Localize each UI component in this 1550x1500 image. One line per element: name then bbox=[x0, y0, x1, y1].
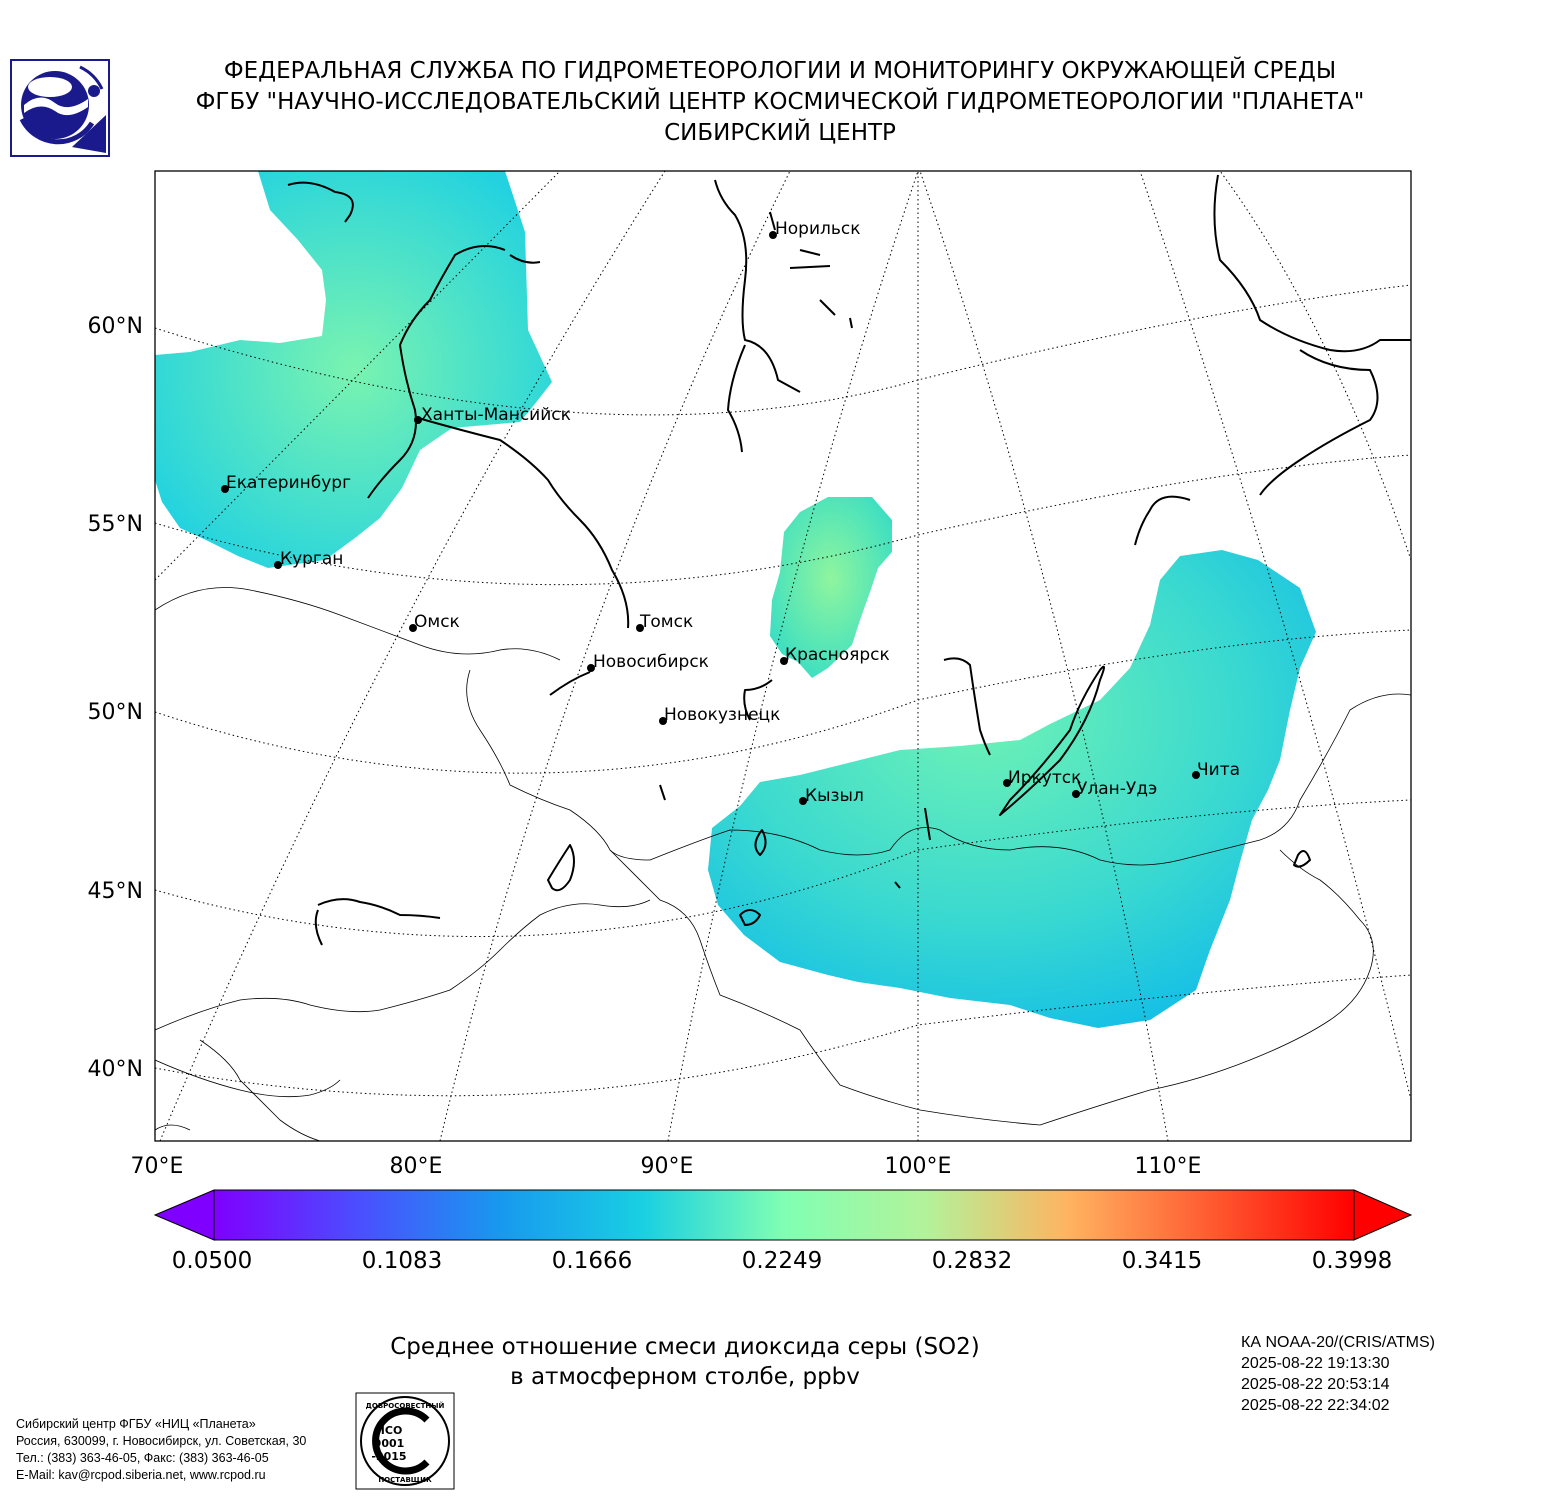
city-marker-novokuznetsk bbox=[659, 717, 667, 725]
colorbar bbox=[153, 1189, 1413, 1241]
map-frame bbox=[154, 170, 1412, 1142]
city-marker-tomsk bbox=[636, 624, 644, 632]
city-label-norilsk: Норильск bbox=[775, 219, 861, 239]
header: ФЕДЕРАЛЬНАЯ СЛУЖБА ПО ГИДРОМЕТЕОРОЛОГИИ … bbox=[130, 56, 1430, 149]
header-line-2: ФГБУ "НАУЧНО-ИССЛЕДОВАТЕЛЬСКИЙ ЦЕНТР КОС… bbox=[195, 89, 1365, 115]
city-markers bbox=[221, 231, 1200, 805]
city-label-krasnoyarsk: Красноярск bbox=[785, 645, 890, 665]
city-marker-irkutsk bbox=[1003, 779, 1011, 787]
map-caption: Среднее отношение смеси диоксида серы (S… bbox=[380, 1332, 990, 1392]
city-label-kurgan: Курган bbox=[280, 549, 343, 569]
satellite-name: КА NOAA-20/(CRIS/ATMS) bbox=[1241, 1334, 1435, 1351]
lat-label-40: 40°N bbox=[88, 1057, 143, 1082]
org-line-2: Россия, 630099, г. Новосибирск, ул. Сове… bbox=[16, 1434, 307, 1448]
graticule-parallels bbox=[155, 284, 1411, 1097]
map-area bbox=[155, 171, 1411, 1141]
planeta-logo-icon bbox=[10, 59, 110, 157]
lon-label-110: 110°E bbox=[1135, 1154, 1202, 1179]
city-marker-kyzyl bbox=[799, 797, 807, 805]
city-label-novosibirsk: Новосибирск bbox=[593, 652, 709, 672]
iso-badge-top-text: ДОБРОСОВЕСТНЫЙ bbox=[366, 1401, 445, 1410]
city-label-ekaterinburg: Екатеринбург bbox=[226, 473, 351, 493]
so2-plume-east bbox=[708, 550, 1316, 1028]
iso-badge-line-1: ИСО bbox=[376, 1424, 403, 1437]
city-marker-novosibirsk bbox=[587, 664, 595, 672]
org-contact-info: Сибирский центр ФГБУ «НИЦ «Планета» Росс… bbox=[16, 1416, 306, 1484]
city-label-omsk: Омск bbox=[414, 612, 460, 632]
lat-label-45: 45°N bbox=[88, 879, 143, 904]
header-line-3: СИБИРСКИЙ ЦЕНТР bbox=[664, 120, 896, 146]
city-marker-khanty-mansiysk bbox=[414, 416, 422, 424]
satellite-time-1: 2025-08-22 19:13:30 bbox=[1241, 1355, 1390, 1372]
city-label-kyzyl: Кызыл bbox=[805, 786, 864, 806]
iso-badge-bottom-text: ПОСТАВЩИК bbox=[378, 1476, 432, 1484]
iso-badge-line-2: 9001 bbox=[374, 1437, 405, 1450]
city-marker-krasnoyarsk bbox=[780, 657, 788, 665]
lon-label-70: 70°E bbox=[131, 1154, 184, 1179]
colorbar-min-arrow bbox=[153, 1189, 215, 1241]
lon-label-80: 80°E bbox=[390, 1154, 443, 1179]
city-marker-kurgan bbox=[274, 561, 282, 569]
rivers-and-coastlines bbox=[287, 174, 1411, 946]
city-label-tomsk: Томск bbox=[639, 612, 693, 632]
colorbar-tick-4: 0.2832 bbox=[932, 1248, 1012, 1274]
org-line-3: Тел.: (383) 363-46-05, Факс: (383) 363-4… bbox=[16, 1451, 269, 1465]
city-label-novokuznetsk: Новокузнецк bbox=[664, 705, 780, 725]
caption-line-2: в атмосферном столбе, ppbv bbox=[510, 1364, 860, 1390]
caption-line-1: Среднее отношение смеси диоксида серы (S… bbox=[390, 1334, 980, 1360]
country-borders bbox=[155, 587, 1411, 1141]
iso-badge-line-3: -2015 bbox=[371, 1450, 406, 1463]
graticule-meridians bbox=[155, 171, 1411, 1141]
header-line-1: ФЕДЕРАЛЬНАЯ СЛУЖБА ПО ГИДРОМЕТЕОРОЛОГИИ … bbox=[223, 58, 1337, 84]
so2-plume-center bbox=[770, 497, 892, 678]
org-line-4: E-Mail: kav@rcpod.siberia.net, www.rcpod… bbox=[16, 1468, 266, 1482]
colorbar-tick-6: 0.3998 bbox=[1312, 1248, 1392, 1274]
city-marker-omsk bbox=[409, 624, 417, 632]
lon-label-100: 100°E bbox=[885, 1154, 952, 1179]
colorbar-tick-1: 0.1083 bbox=[362, 1248, 442, 1274]
city-marker-ulan-ude bbox=[1072, 790, 1080, 798]
lat-label-60: 60°N bbox=[88, 314, 143, 339]
colorbar-tick-0: 0.0500 bbox=[172, 1248, 252, 1274]
satellite-info: КА NOAA-20/(CRIS/ATMS) 2025-08-22 19:13:… bbox=[1241, 1332, 1435, 1416]
so2-plume-west bbox=[155, 171, 552, 568]
satellite-time-3: 2025-08-22 22:34:02 bbox=[1241, 1397, 1390, 1414]
colorbar-tick-2: 0.1666 bbox=[552, 1248, 632, 1274]
iso-9001-badge-icon: ДОБРОСОВЕСТНЫЙ ИСО 9001 -2015 ПОСТАВЩИК bbox=[355, 1392, 455, 1490]
city-label-chita: Чита bbox=[1197, 760, 1240, 780]
lat-label-50: 50°N bbox=[88, 700, 143, 725]
satellite-time-2: 2025-08-22 20:53:14 bbox=[1241, 1376, 1390, 1393]
city-label-irkutsk: Иркутск bbox=[1008, 768, 1081, 788]
city-marker-norilsk bbox=[769, 231, 777, 239]
colorbar-bar bbox=[213, 1189, 1355, 1241]
city-label-ulan-ude: Улан-Удэ bbox=[1077, 779, 1157, 799]
lon-label-90: 90°E bbox=[641, 1154, 694, 1179]
colorbar-tick-3: 0.2249 bbox=[742, 1248, 822, 1274]
city-marker-ekaterinburg bbox=[221, 485, 229, 493]
lat-label-55: 55°N bbox=[88, 512, 143, 537]
org-line-1: Сибирский центр ФГБУ «НИЦ «Планета» bbox=[16, 1417, 256, 1431]
city-label-khanty-mansiysk: Ханты-Мансийск bbox=[421, 405, 571, 425]
city-marker-chita bbox=[1192, 771, 1200, 779]
colorbar-tick-5: 0.3415 bbox=[1122, 1248, 1202, 1274]
colorbar-max-arrow bbox=[1353, 1189, 1413, 1241]
